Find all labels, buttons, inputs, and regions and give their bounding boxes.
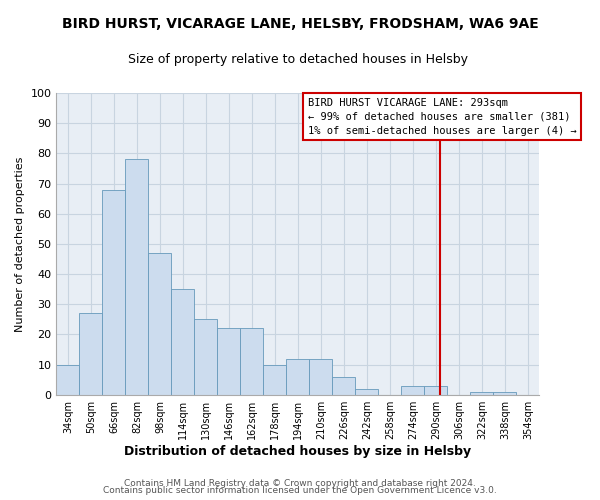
- Bar: [401, 386, 424, 394]
- Bar: [493, 392, 517, 394]
- Bar: [148, 253, 172, 394]
- Bar: [56, 364, 79, 394]
- Bar: [424, 386, 448, 394]
- Title: Size of property relative to detached houses in Helsby: Size of property relative to detached ho…: [128, 52, 468, 66]
- Bar: [332, 376, 355, 394]
- Text: Contains HM Land Registry data © Crown copyright and database right 2024.: Contains HM Land Registry data © Crown c…: [124, 478, 476, 488]
- Bar: [103, 190, 125, 394]
- Bar: [194, 320, 217, 394]
- Y-axis label: Number of detached properties: Number of detached properties: [15, 156, 25, 332]
- Bar: [217, 328, 241, 394]
- Bar: [241, 328, 263, 394]
- Bar: [310, 358, 332, 394]
- Bar: [470, 392, 493, 394]
- Text: BIRD HURST VICARAGE LANE: 293sqm
← 99% of detached houses are smaller (381)
1% o: BIRD HURST VICARAGE LANE: 293sqm ← 99% o…: [308, 98, 577, 136]
- Bar: [79, 314, 103, 394]
- X-axis label: Distribution of detached houses by size in Helsby: Distribution of detached houses by size …: [124, 444, 472, 458]
- Bar: [172, 289, 194, 395]
- Text: BIRD HURST, VICARAGE LANE, HELSBY, FRODSHAM, WA6 9AE: BIRD HURST, VICARAGE LANE, HELSBY, FRODS…: [62, 18, 538, 32]
- Bar: [263, 364, 286, 394]
- Text: Contains public sector information licensed under the Open Government Licence v3: Contains public sector information licen…: [103, 486, 497, 495]
- Bar: [125, 160, 148, 394]
- Bar: [355, 388, 379, 394]
- Bar: [286, 358, 310, 394]
